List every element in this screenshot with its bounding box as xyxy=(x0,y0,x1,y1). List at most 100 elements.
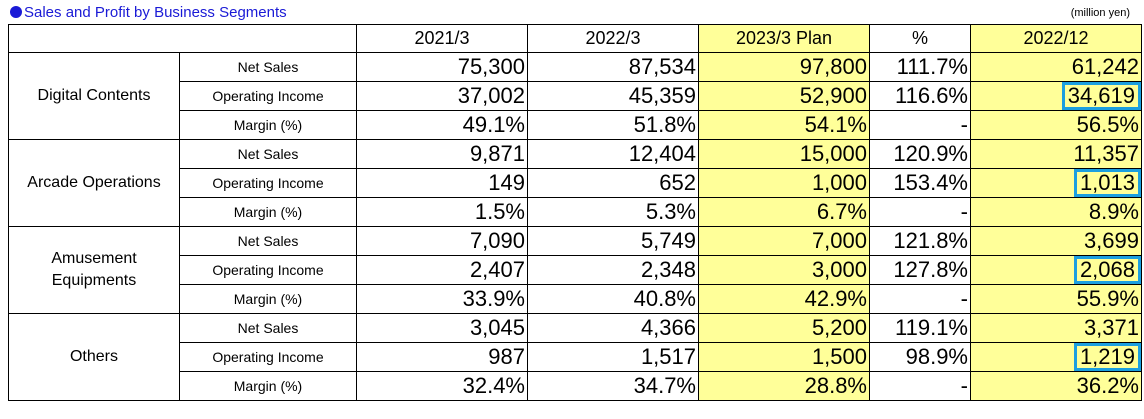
header-blank xyxy=(8,24,357,53)
value-cell: 28.8% xyxy=(698,371,870,401)
table-row: Margin (%) 1.5% 5.3% 6.7% -8.9% xyxy=(9,197,1142,227)
value-cell: 120.9% xyxy=(869,139,971,169)
metric-label: Margin (%) xyxy=(179,110,357,140)
value-cell: - xyxy=(869,371,971,401)
value-cell: 45,359 xyxy=(527,81,699,111)
value-cell: 11,357 xyxy=(970,139,1142,169)
value-cell: 61,242 xyxy=(970,52,1142,82)
metric-label: Operating Income xyxy=(179,255,357,285)
segment-name: Arcade Operations xyxy=(8,139,180,227)
value-cell: 119.1% xyxy=(869,313,971,343)
column-header-recent: 2022/12 xyxy=(970,24,1142,53)
value-cell: 34.7% xyxy=(527,371,699,401)
unit-label: (million yen) xyxy=(1070,7,1130,19)
value-cell: 1,517 xyxy=(527,342,699,372)
value-cell: 1,500 xyxy=(698,342,870,372)
metric-label: Margin (%) xyxy=(179,371,357,401)
segment-name: Amusement Equipments xyxy=(8,226,180,314)
value-cell: 127.8% xyxy=(869,255,971,285)
value-cell: 149 xyxy=(356,168,528,198)
metric-label: Operating Income xyxy=(179,168,357,198)
value-cell: - xyxy=(869,197,971,227)
table-header-row: 2021/3 2022/3 2023/3 Plan % 2022/12 xyxy=(8,24,1142,53)
value-cell: 32.4% xyxy=(356,371,528,401)
value-cell: 75,300 xyxy=(356,52,528,82)
column-header: 2021/3 xyxy=(356,24,528,53)
value-cell: 12,404 xyxy=(527,139,699,169)
table-row: Margin (%) 32.4% 34.7% 28.8% -36.2% xyxy=(9,371,1142,401)
table-body: Digital Contents Net Sales 75,300 87,534 97,… xyxy=(8,52,1142,401)
value-cell: - xyxy=(869,284,971,314)
metric-label: Margin (%) xyxy=(179,197,357,227)
metric-label: Operating Income xyxy=(179,81,357,111)
value-cell: 36.2% xyxy=(970,371,1142,401)
table-row: Amusement Equipments Net Sales 7,090 5,749 7,… xyxy=(8,226,1142,314)
value-cell: 42.9% xyxy=(698,284,870,314)
table-row: Margin (%) 49.1% 51.8% 54.1% -56.5% xyxy=(9,110,1142,140)
value-cell: 49.1% xyxy=(356,110,528,140)
value-cell: 97,800 xyxy=(698,52,870,82)
value-cell: 111.7% xyxy=(869,52,971,82)
table-title: Sales and Profit by Business Segments xyxy=(10,4,287,21)
bullet-icon xyxy=(10,6,22,18)
value-cell: 2,348 xyxy=(527,255,699,285)
highlighted-value: 2,068 xyxy=(1073,256,1141,284)
table-row: Operating Income 987 1,517 1,500 98.9% 1,219 xyxy=(9,342,1142,372)
value-cell: 1,013 xyxy=(970,168,1142,198)
highlighted-value: 1,013 xyxy=(1073,169,1141,197)
table-row: Operating Income 2,407 2,348 3,000 127.8% 2,0… xyxy=(9,255,1142,285)
value-cell: 1.5% xyxy=(356,197,528,227)
column-header: 2022/3 xyxy=(527,24,699,53)
value-cell: 1,000 xyxy=(698,168,870,198)
value-cell: 37,002 xyxy=(356,81,528,111)
value-cell: 5,749 xyxy=(527,226,699,256)
value-cell: 2,407 xyxy=(356,255,528,285)
value-cell: 56.5% xyxy=(970,110,1142,140)
table-row: Arcade Operations Net Sales 9,871 12,404 15,… xyxy=(8,139,1142,227)
highlighted-value: 34,619 xyxy=(1061,82,1141,110)
table-row: Operating Income 37,002 45,359 52,900 116.6%… xyxy=(9,81,1142,111)
column-header: % xyxy=(869,24,971,53)
header-bar: Sales and Profit by Business Segments (m… xyxy=(0,0,1144,24)
metric-label: Net Sales xyxy=(179,226,357,256)
table-row: Digital Contents Net Sales 75,300 87,534 97,… xyxy=(8,52,1142,140)
value-cell: 3,371 xyxy=(970,313,1142,343)
value-cell: - xyxy=(869,110,971,140)
value-cell: 652 xyxy=(527,168,699,198)
segments-table: 2021/3 2022/3 2023/3 Plan % 2022/12 Digi… xyxy=(8,24,1142,401)
table-title-text: Sales and Profit by Business Segments xyxy=(24,4,287,21)
value-cell: 5,200 xyxy=(698,313,870,343)
column-header-plan: 2023/3 Plan xyxy=(698,24,870,53)
value-cell: 3,000 xyxy=(698,255,870,285)
value-cell: 6.7% xyxy=(698,197,870,227)
segment-name: Others xyxy=(8,313,180,401)
value-cell: 3,699 xyxy=(970,226,1142,256)
table-row: Margin (%) 33.9% 40.8% 42.9% -55.9% xyxy=(9,284,1142,314)
value-cell: 4,366 xyxy=(527,313,699,343)
table-row: Others Net Sales 3,045 4,366 5,200 119.1% 3,37… xyxy=(8,313,1142,401)
value-cell: 1,219 xyxy=(970,342,1142,372)
value-cell: 54.1% xyxy=(698,110,870,140)
value-cell: 33.9% xyxy=(356,284,528,314)
highlighted-value: 1,219 xyxy=(1073,343,1141,371)
value-cell: 121.8% xyxy=(869,226,971,256)
value-cell: 34,619 xyxy=(970,81,1142,111)
metric-label: Net Sales xyxy=(179,139,357,169)
value-cell: 153.4% xyxy=(869,168,971,198)
value-cell: 987 xyxy=(356,342,528,372)
value-cell: 7,000 xyxy=(698,226,870,256)
value-cell: 8.9% xyxy=(970,197,1142,227)
value-cell: 15,000 xyxy=(698,139,870,169)
metric-label: Net Sales xyxy=(179,313,357,343)
metric-label: Margin (%) xyxy=(179,284,357,314)
value-cell: 116.6% xyxy=(869,81,971,111)
value-cell: 2,068 xyxy=(970,255,1142,285)
value-cell: 7,090 xyxy=(356,226,528,256)
value-cell: 98.9% xyxy=(869,342,971,372)
segment-name: Digital Contents xyxy=(8,52,180,140)
value-cell: 87,534 xyxy=(527,52,699,82)
value-cell: 3,045 xyxy=(356,313,528,343)
value-cell: 52,900 xyxy=(698,81,870,111)
metric-label: Net Sales xyxy=(179,52,357,82)
value-cell: 40.8% xyxy=(527,284,699,314)
